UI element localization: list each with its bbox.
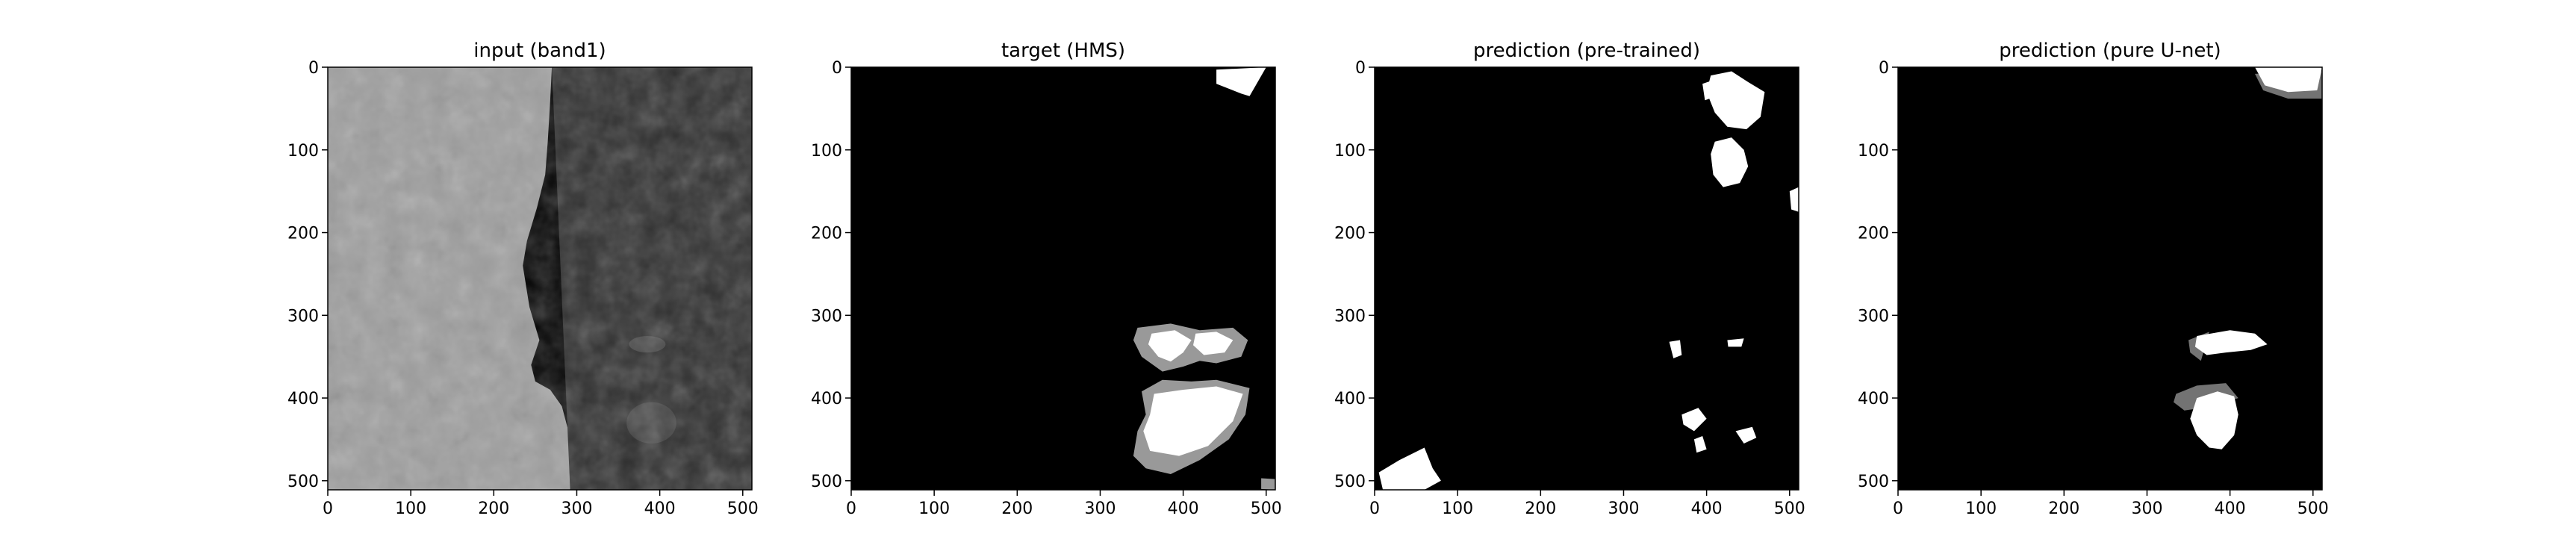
y-tick-label: 300 [1334,307,1366,326]
y-tick-label: 200 [287,225,319,243]
region-light [1735,426,1757,444]
x-tick-label: 200 [478,500,509,518]
region-light [1711,137,1749,187]
y-tick-label: 500 [1858,473,1889,491]
x-tick-label: 300 [561,500,592,518]
axes-frame [327,66,753,491]
y-axis: 0 100 200 300 400 500 [287,59,328,491]
y-tick-label: 500 [287,473,319,491]
y-tick-label: 500 [811,473,842,491]
panel-1: input (band1) 0 100 200 300 400 500 0 100 200 30… [287,40,759,518]
y-tick-label: 400 [811,390,842,408]
panel-title: input (band1) [473,40,606,62]
x-tick-label: 0 [846,500,856,518]
region-light [1193,332,1233,355]
x-tick-label: 200 [1001,500,1033,518]
x-tick-label: 100 [395,500,426,518]
x-tick-label: 100 [1442,500,1473,518]
y-tick-label: 100 [1334,142,1366,161]
x-axis: 0 100 200 300 400 500 [1893,490,2329,518]
y-tick-label: 200 [811,225,842,243]
y-tick-label: 0 [832,59,842,78]
panel-2: target (HMS) 0 100 200 300 400 500 0 100 200 300… [811,40,1282,518]
panel-4: prediction (pure U-net) 0 100 200 300 400 500… [1858,40,2329,518]
y-tick-label: 100 [1858,142,1889,161]
y-tick-label: 300 [811,307,842,326]
axes-frame [1374,66,1799,491]
x-tick-label: 500 [2297,500,2329,518]
region-light [2194,330,2268,355]
image-background [1898,67,2322,490]
y-tick-label: 400 [287,390,319,408]
x-tick-label: 0 [1893,500,1903,518]
x-tick-label: 400 [1168,500,1199,518]
x-axis: 0 100 200 300 400 500 [846,490,1282,518]
y-axis: 0 100 200 300 400 500 [1334,59,1375,491]
image-background [1375,67,1799,490]
image-area [1898,67,2322,490]
y-tick-label: 100 [287,142,319,161]
region-light [1693,436,1707,453]
x-tick-label: 400 [1691,500,1723,518]
y-tick-label: 400 [1334,390,1366,408]
x-tick-label: 500 [1774,500,1805,518]
region-light [1789,187,1799,212]
image-area [328,67,752,490]
panel-title: prediction (pure U-net) [1999,40,2221,62]
x-tick-label: 100 [1965,500,1997,518]
region-light [1681,408,1707,432]
panel-3: prediction (pre-trained) 0 100 200 300 400 50… [1334,40,1805,518]
axes-frame [850,66,1276,491]
y-tick-label: 400 [1858,390,1889,408]
x-tick-label: 0 [1369,500,1380,518]
region-light [1143,386,1243,456]
x-tick-label: 500 [1251,500,1282,518]
x-tick-label: 300 [1608,500,1639,518]
x-tick-label: 300 [1084,500,1116,518]
x-axis: 0 100 200 300 400 500 [323,490,759,518]
x-tick-label: 500 [727,500,759,518]
y-tick-label: 0 [1879,59,1889,78]
y-tick-label: 300 [287,307,319,326]
region-light [1669,340,1682,358]
region-light [2255,67,2322,93]
axes-frame [1897,66,2323,491]
y-axis: 0 100 200 300 400 500 [1858,59,1898,491]
x-tick-label: 200 [2048,500,2079,518]
x-tick-label: 0 [323,500,333,518]
y-tick-label: 300 [1858,307,1889,326]
x-axis: 0 100 200 300 400 500 [1369,490,1805,518]
region-light [1148,330,1192,362]
y-tick-label: 500 [1334,473,1366,491]
y-axis: 0 100 200 300 400 500 [811,59,851,491]
image-area [1375,67,1799,490]
panel-title: target (HMS) [1001,40,1125,62]
x-tick-label: 300 [2131,500,2162,518]
region-light [2190,391,2239,449]
region-light [1706,71,1765,130]
x-tick-label: 200 [1525,500,1556,518]
y-tick-label: 100 [811,142,842,161]
x-tick-label: 100 [918,500,950,518]
region-light [1216,67,1266,96]
image-area [851,67,1275,490]
panel-title: prediction (pre-trained) [1473,40,1700,62]
x-tick-label: 400 [644,500,676,518]
y-tick-label: 0 [308,59,319,78]
x-tick-label: 400 [2215,500,2246,518]
y-tick-label: 200 [1858,225,1889,243]
region-light [1378,447,1441,490]
y-tick-label: 200 [1334,225,1366,243]
region-medium [1261,478,1275,490]
y-tick-label: 0 [1355,59,1366,78]
region-light [1727,338,1744,347]
cloud-texture [328,67,752,490]
region-light [1702,79,1717,101]
